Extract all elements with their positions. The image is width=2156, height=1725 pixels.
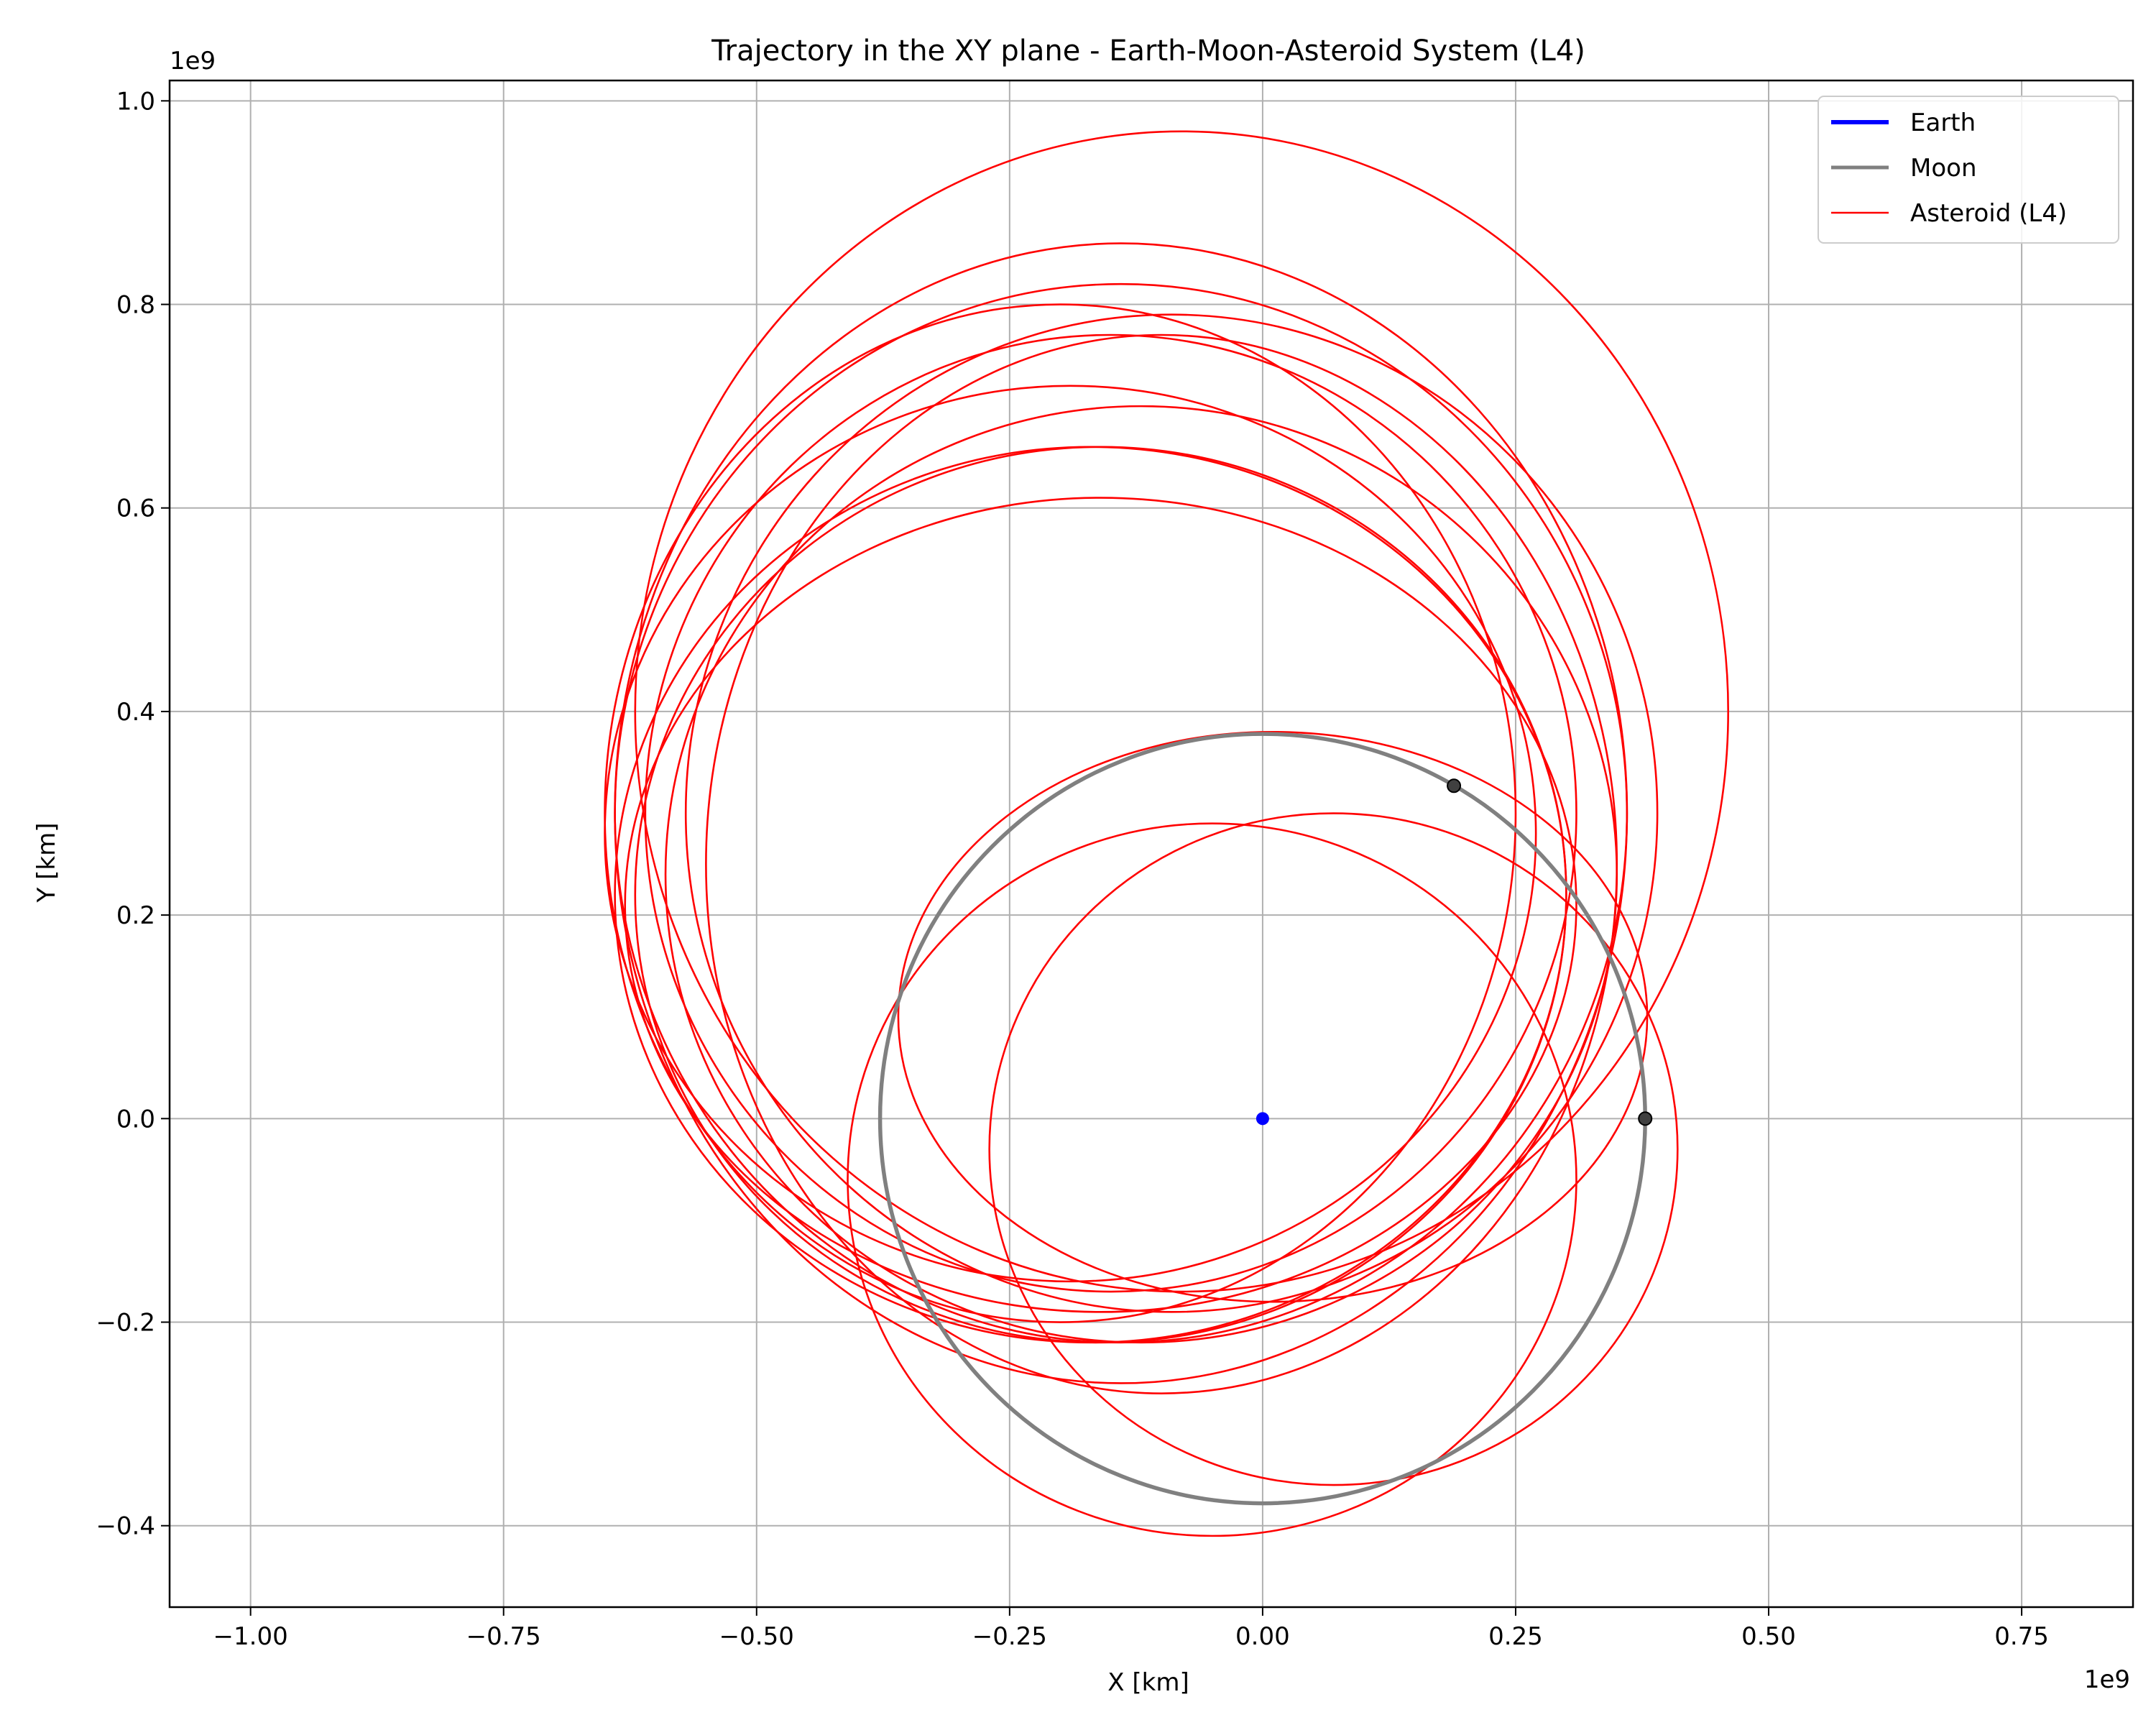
- y-tick-label: 0.0: [116, 1105, 155, 1133]
- ticks: −1.00 −0.75 −0.50 −0.25 0.00 0.25 0.50 0.75 −0.4…: [96, 87, 2049, 1651]
- y-tick-label: 0.2: [116, 901, 155, 930]
- x-tick-label: −0.75: [466, 1622, 541, 1651]
- asteroid-orbit-loop: [604, 385, 1537, 1283]
- axes-frame: [168, 79, 2134, 1609]
- y-tick-label: 1.0: [116, 87, 155, 116]
- moon-position-marker: [1638, 1111, 1653, 1126]
- asteroid-orbit-loop: [684, 313, 1659, 1313]
- asteroid-orbit-loop: [644, 334, 1577, 1293]
- x-tick-label: 0.25: [1488, 1622, 1543, 1651]
- plot-area: −1.00 −0.75 −0.50 −0.25 0.00 0.25 0.50 0.75 −0.4…: [96, 79, 2134, 1651]
- series-layer: [604, 130, 1730, 1537]
- asteroid-orbit-loop: [988, 812, 1679, 1486]
- asteroid-orbit-loop: [624, 497, 1577, 1313]
- asteroid-orbit-loop: [634, 130, 1730, 1293]
- y-tick-label: −0.2: [96, 1309, 155, 1338]
- asteroid-orbit-loop: [634, 446, 1567, 1344]
- legend: Earth Moon Asteroid (L4): [1818, 96, 2119, 244]
- x-tick-label: 0.75: [1994, 1622, 2049, 1651]
- y-tick-label: −0.4: [96, 1512, 155, 1541]
- x-axis-label: X [km]: [1107, 1668, 1189, 1697]
- y-tick-label: 0.8: [116, 291, 155, 320]
- l4-point-marker: [1447, 778, 1462, 794]
- asteroid-orbit-loop: [847, 822, 1577, 1537]
- x-tick-label: −0.25: [972, 1622, 1047, 1651]
- x-tick-label: −0.50: [719, 1622, 794, 1651]
- legend-label-moon: Moon: [1910, 154, 1977, 183]
- legend-box: [1818, 96, 2119, 244]
- y-axis-label: Y [km]: [32, 823, 61, 903]
- y-tick-label: 0.6: [116, 494, 155, 523]
- chart-title: Trajectory in the XY plane - Earth-Moon-…: [711, 34, 1585, 68]
- x-offset-label: 1e9: [2084, 1665, 2130, 1694]
- y-tick-label: 0.4: [116, 698, 155, 727]
- y-offset-label: 1e9: [170, 47, 216, 75]
- x-tick-label: 0.00: [1235, 1622, 1290, 1651]
- legend-label-asteroid-l4: Asteroid (L4): [1910, 199, 2067, 228]
- legend-label-earth: Earth: [1910, 109, 1976, 137]
- earth-marker: [1256, 1112, 1269, 1126]
- x-tick-label: 0.50: [1741, 1622, 1796, 1651]
- x-tick-label: −1.00: [213, 1622, 288, 1651]
- asteroid-orbit-loop: [664, 405, 1618, 1344]
